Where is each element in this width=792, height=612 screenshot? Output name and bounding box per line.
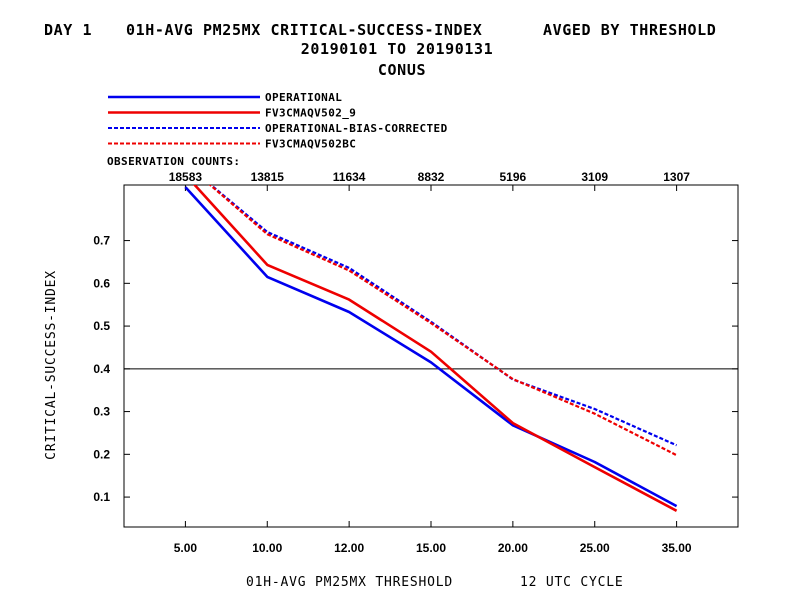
legend-label-4: FV3CMAQV502BC <box>265 138 356 151</box>
observation-counts: 18583 13815 11634 8832 5196 3109 1307 <box>169 170 691 184</box>
y-tick-label: 0.4 <box>93 362 110 376</box>
x-tick-label: 15.00 <box>416 541 446 555</box>
series-line-1 <box>184 186 678 508</box>
plot-frame <box>123 184 739 528</box>
legend-label-1: OPERATIONAL <box>265 91 342 104</box>
series-line-2 <box>192 185 678 512</box>
chart-day-label: DAY 1 <box>44 21 92 39</box>
x-tick-label: 20.00 <box>498 541 528 555</box>
observation-count: 13815 <box>251 170 285 184</box>
y-tick-label: 0.6 <box>93 276 110 290</box>
chart-date-range: 20190101 TO 20190131 <box>301 40 494 58</box>
observation-count: 11634 <box>333 170 366 184</box>
legend: OPERATIONAL FV3CMAQV502_9 OPERATIONAL-BIAS… <box>108 91 448 151</box>
observation-count: 3109 <box>581 170 608 184</box>
x-tick-label: 5.00 <box>174 541 198 555</box>
y-tick-label: 0.2 <box>93 447 110 461</box>
x-axis-label-right: 12 UTC CYCLE <box>520 575 624 590</box>
x-axis-ticks: 5.00 10.00 12.00 15.00 20.00 25.00 35.00 <box>174 185 692 555</box>
y-axis-label: CRITICAL-SUCCESS-INDEX <box>44 270 59 460</box>
observation-counts-label: OBSERVATION COUNTS: <box>107 155 240 168</box>
observation-count: 18583 <box>169 170 203 184</box>
y-tick-label: 0.7 <box>93 234 110 248</box>
chart-region: CONUS <box>378 61 426 79</box>
observation-count: 8832 <box>418 170 445 184</box>
x-tick-label: 12.00 <box>334 541 364 555</box>
x-tick-label: 25.00 <box>580 541 610 555</box>
observation-count: 5196 <box>500 170 527 184</box>
legend-label-2: FV3CMAQV502_9 <box>265 107 356 120</box>
chart-title: 01H-AVG PM25MX CRITICAL-SUCCESS-INDEX <box>126 21 482 39</box>
observation-count: 1307 <box>663 170 690 184</box>
y-tick-label: 0.3 <box>93 405 110 419</box>
series-line-4 <box>208 185 678 457</box>
legend-label-3: OPERATIONAL-BIAS-CORRECTED <box>265 122 448 135</box>
y-tick-label: 0.5 <box>93 319 110 333</box>
x-axis-label: 01H-AVG PM25MX THRESHOLD <box>246 575 453 590</box>
chart-title-right: AVGED BY THRESHOLD <box>543 21 716 39</box>
x-tick-label: 10.00 <box>252 541 282 555</box>
y-tick-label: 0.1 <box>93 490 110 504</box>
y-axis-ticks: 0.1 0.2 0.3 0.4 0.5 0.6 0.7 <box>93 234 738 504</box>
series-line-3 <box>209 185 678 447</box>
x-tick-label: 35.00 <box>662 541 692 555</box>
series-lines <box>184 185 678 512</box>
